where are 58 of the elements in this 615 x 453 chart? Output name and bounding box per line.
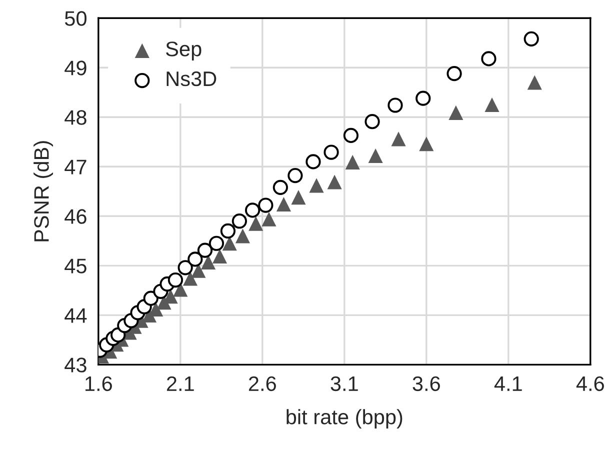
- point: [309, 178, 324, 193]
- legend-label: Sep: [166, 42, 202, 60]
- y-tick-label: 44: [64, 308, 87, 323]
- point: [343, 128, 359, 144]
- x-tick-label: 4.6: [576, 376, 604, 392]
- y-tick-label: 49: [64, 60, 86, 76]
- point: [197, 242, 213, 258]
- point: [288, 168, 303, 184]
- point: [368, 148, 383, 164]
- point: [327, 174, 342, 190]
- point: [208, 236, 224, 251]
- point: [306, 154, 321, 170]
- point: [324, 144, 339, 160]
- x-tick-label: 2.6: [248, 376, 276, 392]
- point: [200, 254, 216, 270]
- point: [244, 202, 260, 218]
- point: [188, 252, 203, 267]
- y-axis-title: PSNR (dB): [34, 141, 53, 242]
- point: [276, 196, 292, 212]
- point: [364, 114, 380, 130]
- point: [527, 75, 542, 90]
- point: [481, 51, 496, 66]
- point: [235, 228, 250, 244]
- y-tick-label: 47: [64, 160, 86, 174]
- point: [272, 180, 288, 195]
- point: [212, 248, 228, 264]
- point: [248, 216, 264, 231]
- y-tick-label: 43: [64, 358, 86, 372]
- x-tick-label: 1.6: [86, 376, 112, 392]
- point: [220, 223, 236, 239]
- point: [419, 136, 434, 152]
- point: [168, 272, 184, 288]
- point: [178, 260, 193, 276]
- x-tick-label: 3.6: [412, 376, 440, 392]
- x-axis-title: bit rate (bpp): [286, 409, 402, 429]
- x-tick-label: 3.1: [330, 376, 358, 392]
- point: [446, 66, 462, 82]
- point: [345, 154, 360, 170]
- point: [388, 98, 403, 113]
- point: [291, 190, 306, 205]
- point: [232, 214, 248, 229]
- y-tick-label: 45: [64, 258, 86, 274]
- y-tick-label: 46: [64, 209, 86, 224]
- y-tick-label: 50: [64, 11, 86, 26]
- point: [258, 198, 274, 213]
- point: [182, 271, 198, 286]
- y-tick-label: 48: [64, 110, 86, 125]
- x-tick-label: 4.1: [494, 376, 522, 391]
- point: [262, 212, 276, 226]
- point: [391, 132, 406, 146]
- point: [222, 236, 237, 251]
- point: [143, 290, 158, 306]
- legend-label: Ns3D: [166, 71, 216, 86]
- point: [448, 105, 464, 120]
- point: [524, 31, 539, 46]
- point: [416, 90, 431, 106]
- x-tick-label: 2.1: [166, 376, 194, 391]
- point: [484, 97, 500, 112]
